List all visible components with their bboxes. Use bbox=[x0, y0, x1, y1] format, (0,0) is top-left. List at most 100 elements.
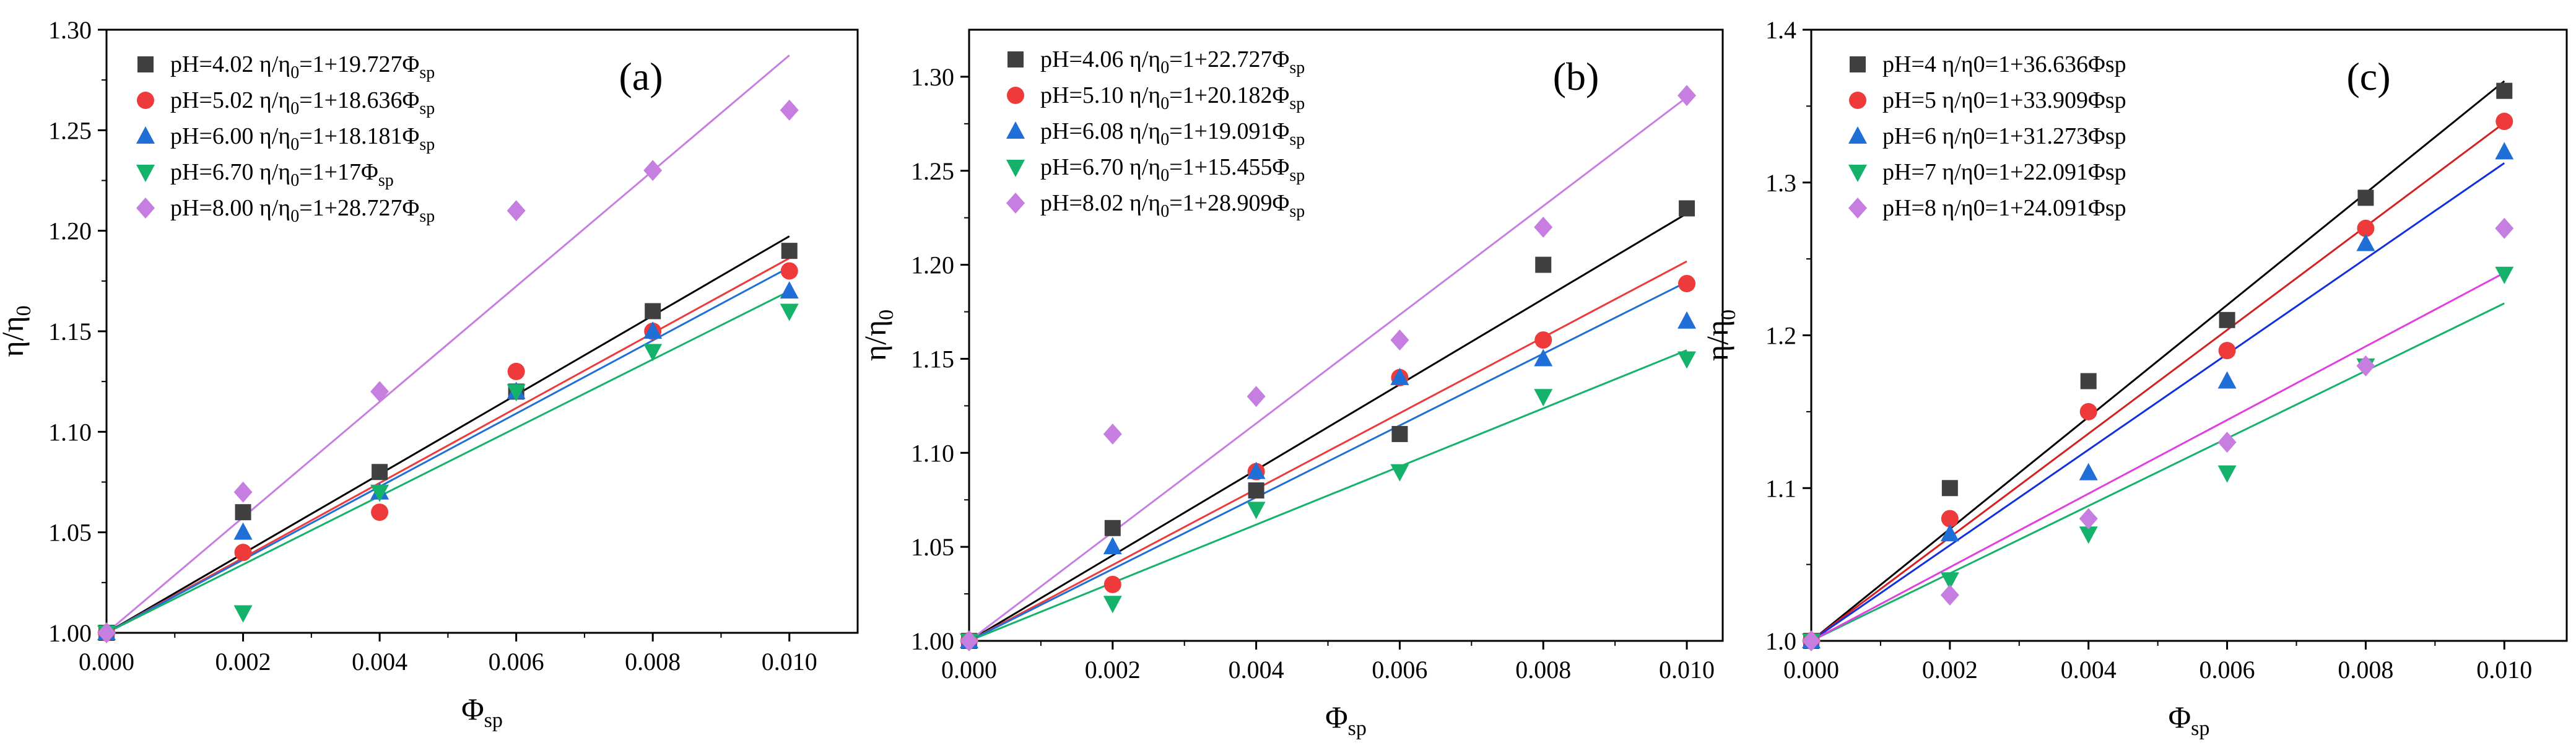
data-point-s3-1 bbox=[1940, 524, 1959, 542]
y-axis-title: η/η0 bbox=[1700, 310, 1740, 361]
legend-entry-2: pH=5.10 η/η0=1+20.182Φsp bbox=[1040, 82, 1305, 113]
y-tick-label: 1.05 bbox=[48, 519, 92, 547]
y-tick-label: 1.10 bbox=[48, 418, 92, 446]
data-point-s2-1 bbox=[1103, 575, 1121, 593]
data-point-s2-3 bbox=[2218, 342, 2236, 360]
data-point-s5-1 bbox=[1103, 423, 1122, 445]
data-point-s4-3 bbox=[1390, 464, 1409, 482]
data-point-s2-2 bbox=[371, 503, 389, 521]
x-tick-label: 0.004 bbox=[352, 648, 407, 676]
data-point-s1-5 bbox=[2496, 82, 2513, 99]
data-point-s5-0 bbox=[97, 622, 116, 643]
data-point-s4-2 bbox=[2079, 526, 2098, 544]
data-point-s5-5 bbox=[780, 99, 799, 121]
fit-line-5 bbox=[1811, 272, 2505, 642]
data-point-s5-0 bbox=[960, 630, 978, 651]
fit-line-4 bbox=[968, 349, 1687, 642]
x-axis-title: Φsp bbox=[1325, 700, 1367, 740]
data-point-s5-1 bbox=[233, 481, 253, 503]
data-point-s4-1 bbox=[1103, 596, 1122, 614]
data-point-s1-2 bbox=[372, 464, 388, 481]
legend-entry-5: pH=8.02 η/η0=1+28.909Φsp bbox=[1040, 190, 1305, 221]
data-point-s3-4 bbox=[643, 321, 663, 339]
legend-entry-3: pH=6 η/η0=1+31.273Φsp bbox=[1882, 123, 2126, 149]
x-tick-label: 0.004 bbox=[2061, 656, 2117, 684]
data-point-s4-2 bbox=[1247, 502, 1266, 520]
data-point-s5-4 bbox=[1534, 216, 1553, 238]
data-point-s3-3 bbox=[2217, 371, 2237, 389]
chart-panel-b: 0.000 0.002 0.004 0.006 0.008 0.010 1.00 1.05 1.… bbox=[858, 28, 1724, 740]
y-tick-label: 1.00 bbox=[911, 627, 954, 655]
legend-marker-1 bbox=[1007, 51, 1024, 67]
data-point-s2-1 bbox=[1941, 510, 1959, 528]
y-tick-label: 1.25 bbox=[48, 116, 92, 144]
y-tick-label: 1.20 bbox=[911, 251, 954, 279]
x-tick-label: 0.008 bbox=[1515, 656, 1571, 684]
legend-marker-2 bbox=[1849, 92, 1866, 109]
data-point-s4-3 bbox=[507, 384, 526, 402]
x-tick-label: 0.010 bbox=[762, 648, 817, 676]
y-tick-label: 1.20 bbox=[48, 217, 92, 245]
legend-marker-5 bbox=[1848, 198, 1867, 219]
data-point-s2-4 bbox=[2357, 219, 2375, 237]
x-tick-label: 0.006 bbox=[489, 648, 544, 676]
data-point-s1-4 bbox=[2357, 189, 2374, 206]
data-point-s3-5 bbox=[780, 281, 799, 299]
y-tick-label: 1.2 bbox=[1765, 322, 1796, 350]
data-point-s1-5 bbox=[781, 243, 798, 259]
data-point-s1-1 bbox=[235, 504, 251, 521]
y-tick-label: 1.00 bbox=[48, 619, 92, 647]
y-tick-label: 1.25 bbox=[911, 157, 954, 185]
data-point-s1-1 bbox=[1941, 480, 1958, 497]
chart-panel-a: 0.000 0.002 0.004 0.006 0.008 0.010 1.00 1.05 1.… bbox=[0, 16, 859, 732]
data-point-s5-4 bbox=[2356, 355, 2375, 376]
data-point-s2-3 bbox=[507, 362, 525, 380]
y-tick-label: 1.0 bbox=[1765, 627, 1796, 655]
data-point-s3-4 bbox=[2356, 233, 2375, 251]
fit-line-1 bbox=[1811, 80, 2505, 642]
y-tick-label: 1.15 bbox=[48, 318, 92, 346]
legend-entry-1: pH=4.06 η/η0=1+22.727Φsp bbox=[1040, 46, 1305, 77]
data-point-s5-2 bbox=[1247, 386, 1266, 407]
fit-line-3 bbox=[968, 280, 1687, 642]
fit-line-1 bbox=[106, 235, 790, 634]
data-point-s3-4 bbox=[1534, 349, 1553, 367]
legend-marker-1 bbox=[137, 56, 154, 72]
data-point-s5-2 bbox=[2079, 508, 2098, 529]
fit-line-1 bbox=[968, 212, 1687, 642]
legend-marker-3 bbox=[1848, 126, 1867, 144]
x-tick-label: 0.008 bbox=[2338, 656, 2393, 684]
fit-line-3 bbox=[106, 266, 790, 634]
fit-line-2 bbox=[968, 260, 1687, 642]
x-tick-label: 0.010 bbox=[2476, 656, 2532, 684]
legend-entry-5: pH=8 η/η0=1+24.091Φsp bbox=[1882, 195, 2126, 221]
data-point-s5-2 bbox=[370, 381, 389, 402]
data-point-s5-5 bbox=[2495, 217, 2514, 239]
x-axis-title: Φsp bbox=[2169, 700, 2210, 740]
data-point-s3-1 bbox=[233, 522, 253, 540]
legend-marker-4 bbox=[1006, 160, 1025, 177]
y-axis-title: η/η0 bbox=[858, 310, 898, 361]
y-tick-label: 1.1 bbox=[1765, 474, 1796, 502]
data-point-s2-1 bbox=[234, 544, 252, 562]
data-point-s4-5 bbox=[1677, 351, 1697, 369]
x-tick-label: 0.006 bbox=[2200, 656, 2255, 684]
x-tick-label: 0.000 bbox=[941, 656, 997, 684]
x-tick-label: 0.000 bbox=[1783, 656, 1839, 684]
y-tick-label: 1.05 bbox=[911, 533, 954, 561]
data-point-s2-4 bbox=[1534, 331, 1552, 349]
x-tick-label: 0.008 bbox=[625, 648, 681, 676]
x-tick-label: 0.000 bbox=[79, 648, 134, 676]
panel-label: (b) bbox=[1553, 54, 1599, 98]
data-point-s5-4 bbox=[643, 160, 663, 181]
y-tick-label: 1.15 bbox=[911, 345, 954, 373]
legend-marker-2 bbox=[1007, 87, 1024, 104]
data-point-s4-4 bbox=[643, 344, 663, 362]
x-tick-label: 0.002 bbox=[215, 648, 271, 676]
data-point-s2-5 bbox=[2496, 113, 2513, 131]
legend-marker-5 bbox=[136, 198, 155, 219]
legend-marker-3 bbox=[1006, 121, 1025, 139]
x-tick-label: 0.002 bbox=[1085, 656, 1141, 684]
fit-line-2 bbox=[1811, 122, 2505, 642]
data-point-s1-3 bbox=[2219, 311, 2235, 328]
